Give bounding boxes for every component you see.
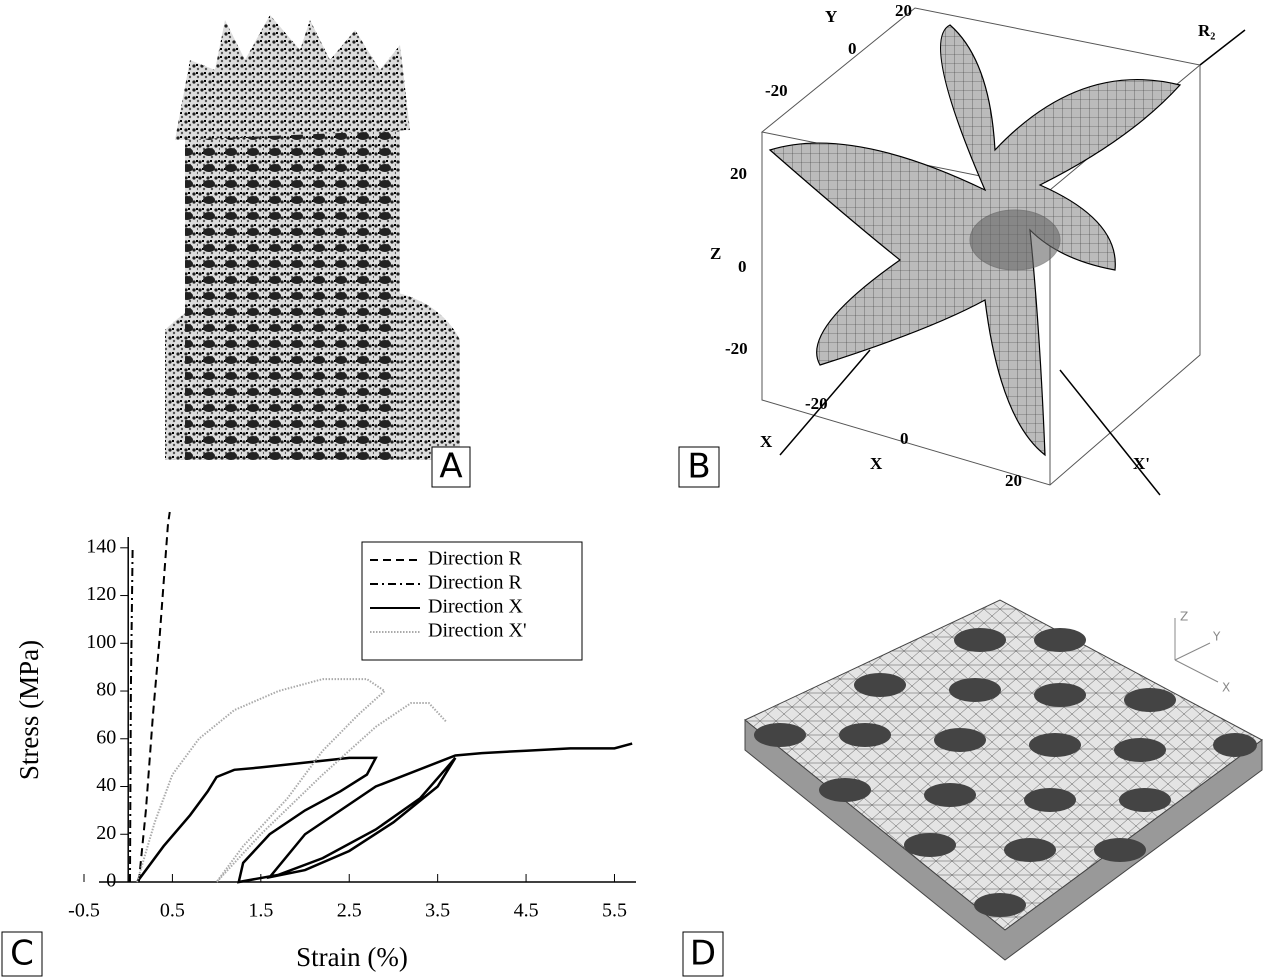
series-line <box>137 511 171 883</box>
y-tick-label: 40 <box>96 774 116 796</box>
panel-label-box <box>682 931 724 977</box>
panel-label: B <box>687 447 710 487</box>
axis-text: 0 <box>900 429 909 448</box>
x-axis-label: Strain (%) <box>296 942 408 972</box>
axis-text: -20 <box>725 339 748 358</box>
panel-d-image <box>744 599 1263 961</box>
axis-text: X <box>1222 681 1230 695</box>
x-tick-label: 3.5 <box>425 900 450 922</box>
y-tick-label: 100 <box>86 631 116 653</box>
series-line <box>136 742 633 884</box>
axis-text: 0 <box>848 39 857 58</box>
series-line <box>128 547 134 883</box>
y-tick-label: 140 <box>86 535 116 557</box>
y-tick-label: 60 <box>96 726 116 748</box>
axis-text: Y <box>825 7 837 26</box>
axis-text: 0 <box>738 257 747 276</box>
y-tick-label: 120 <box>86 583 116 605</box>
y-tick-label: 0 <box>106 870 116 892</box>
legend-label: Direction R <box>428 548 523 570</box>
legend-label: Direction R <box>428 572 523 594</box>
panel-b-texts: Y 20 0 -20 R₂ 20 Z 0 -20 X -20 0 X 20 X' <box>710 1 1215 490</box>
legend-label: Direction X <box>428 596 524 618</box>
y-tick-label: 80 <box>96 679 116 701</box>
panel-label-box <box>678 446 720 488</box>
panel-label: A <box>439 447 462 487</box>
axis-text: X' <box>1133 454 1150 473</box>
axis-text: 20 <box>730 164 747 183</box>
y-tick-label: 20 <box>96 822 116 844</box>
panel-label: D <box>690 934 716 974</box>
y-axis-label: Stress (MPa) <box>14 640 44 780</box>
x-tick-label: 5.5 <box>602 900 627 922</box>
panel-a-image <box>165 15 460 460</box>
axis-text: X <box>870 454 883 473</box>
panel-b-image <box>760 7 1246 496</box>
axis-text: Y <box>1212 630 1221 644</box>
axis-text: X <box>760 432 773 451</box>
axis-text: 20 <box>1005 471 1022 490</box>
axis-text: 20 <box>895 1 912 20</box>
axis-text: R₂ <box>1198 21 1215 40</box>
x-tick-label: 4.5 <box>514 900 539 922</box>
x-tick-label: -0.5 <box>68 900 100 922</box>
x-tick-label: 1.5 <box>248 900 273 922</box>
panel-label-box <box>431 446 471 488</box>
axis-text: -20 <box>765 81 788 100</box>
panel-label: C <box>10 934 34 974</box>
series-line <box>136 678 448 883</box>
panel-label-box <box>1 931 43 977</box>
legend-label: Direction X' <box>428 620 527 642</box>
x-tick-label: 0.5 <box>160 900 185 922</box>
x-tick-label: 2.5 <box>337 900 362 922</box>
axis-text: Z <box>1180 610 1188 624</box>
axis-text: -20 <box>805 394 828 413</box>
axis-text: Z <box>710 244 721 263</box>
legend-box <box>361 541 583 661</box>
chart: 0 20 40 60 80 100 120 140 -0.5 0.5 1.5 2.5 3.5 4.5 5.5… <box>14 511 636 972</box>
